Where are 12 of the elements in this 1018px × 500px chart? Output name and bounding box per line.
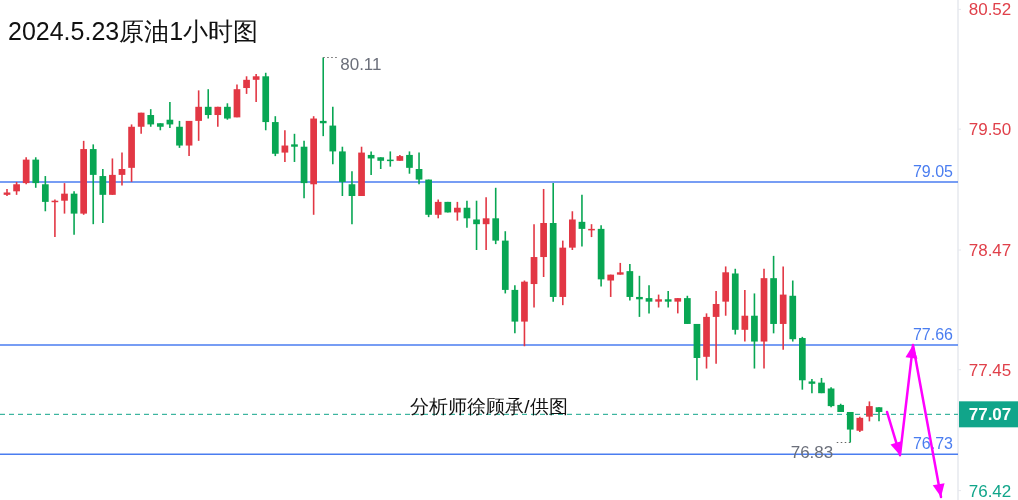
annotation: 80.11 bbox=[340, 54, 382, 74]
ytick: 77.45 bbox=[968, 360, 1012, 380]
ref-line-label: 77.07 bbox=[968, 405, 1012, 425]
ytick: 80.52 bbox=[968, 0, 1012, 20]
annotation: 80.11 bbox=[322, 54, 382, 74]
ytick: 79.50 bbox=[968, 120, 1012, 140]
ytick: 76.42 bbox=[968, 481, 1012, 500]
ytick: 78.47 bbox=[968, 241, 1012, 260]
ref-line-label: 79.05 bbox=[912, 162, 954, 180]
ref-line-label: 77.66 bbox=[912, 326, 954, 344]
title: 2024.5.23原油1小时图 bbox=[8, 17, 259, 45]
annotation: 分析师徐顾承/供图 bbox=[410, 396, 568, 417]
